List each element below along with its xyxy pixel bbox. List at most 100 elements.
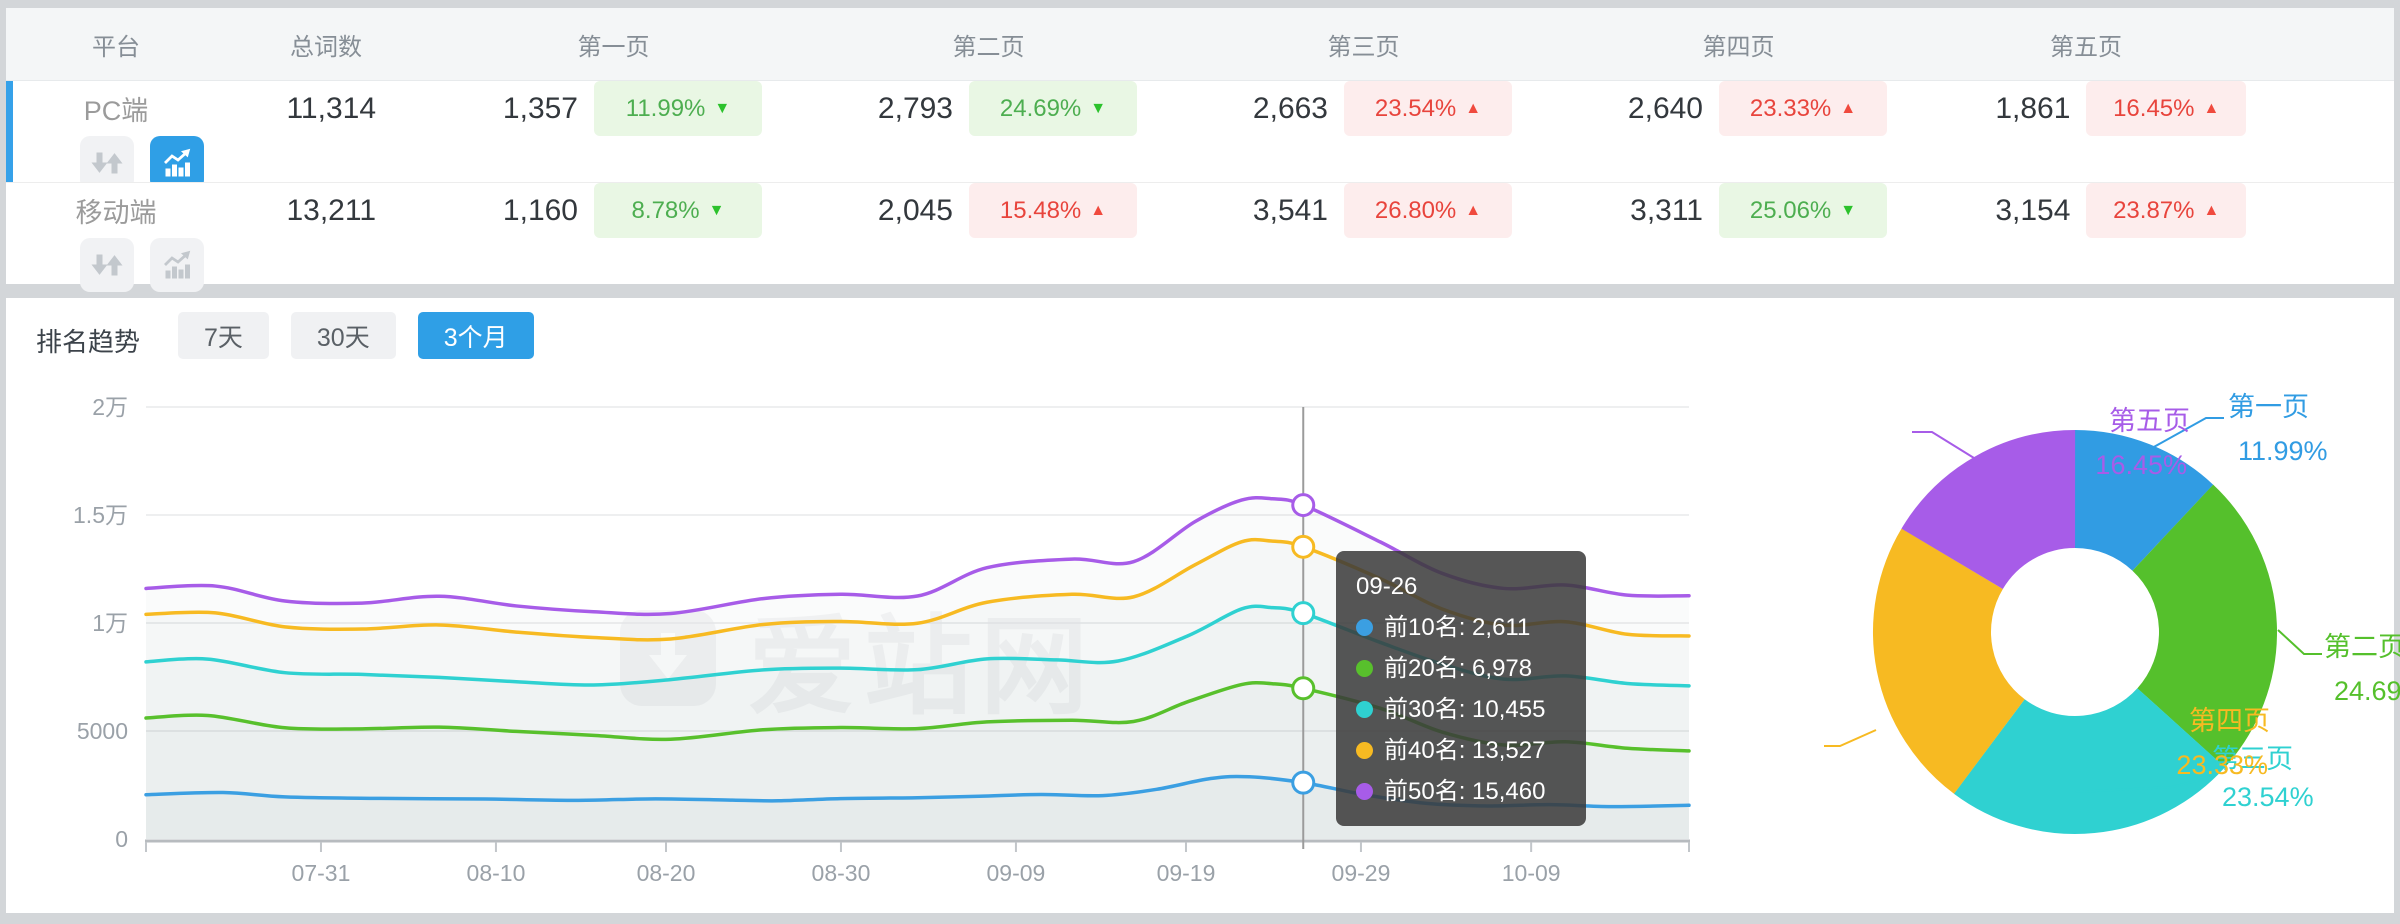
page4-cell: 2,640 23.33% ▲	[1551, 81, 1926, 136]
donut-slice-percent: 24.69%	[2334, 676, 2400, 706]
donut-slice-percent: 23.54%	[2222, 782, 2314, 812]
tab-7-days[interactable]: 7天	[178, 312, 269, 359]
donut-slice-percent: 23.33%	[2176, 750, 2268, 780]
col-header-platform: 平台	[92, 33, 140, 61]
y-axis-label: 0	[115, 826, 128, 852]
percent-badge: 24.69% ▼	[969, 81, 1137, 136]
x-axis-label: 07-31	[292, 860, 351, 886]
highlight-dot	[1291, 676, 1316, 701]
page-count: 1,861	[1995, 91, 2071, 125]
trend-section-title: 排名趋势	[36, 327, 141, 357]
chart-icon	[164, 148, 191, 177]
percent-badge: 26.80% ▲	[1344, 183, 1512, 238]
page-count: 2,045	[877, 193, 953, 227]
x-axis-label: 10-09	[1502, 860, 1561, 886]
x-axis-label: 08-20	[637, 860, 696, 886]
total-words-value: 11,314	[286, 91, 376, 125]
trend-triangle-icon: ▲	[1090, 201, 1107, 219]
page-count: 3,311	[1630, 193, 1703, 227]
col-header-page3: 第三页	[1327, 33, 1400, 61]
table-row-pc[interactable]: PC端 11,314 1,357 11.99% ▼ 2,793 24.69% ▼ 2…	[6, 81, 2394, 190]
y-axis-label: 2万	[92, 394, 128, 420]
trend-triangle-icon: ▼	[708, 201, 725, 219]
page3-cell: 3,541 26.80% ▲	[1176, 183, 1551, 238]
x-axis-label: 09-19	[1157, 860, 1216, 886]
line-chart[interactable]: 0 5000 1万 1.5万 2万 07-31 08-10 08-20 08-30 09-09 09…	[6, 374, 1726, 914]
percent-badge: 25.06% ▼	[1719, 183, 1887, 238]
highlight-dot	[1291, 601, 1316, 626]
x-axis-label: 09-29	[1332, 860, 1391, 886]
trend-triangle-icon: ▼	[1840, 201, 1857, 219]
rank-trend-panel: 排名趋势 7天 30天 3个月 爱站网 050001万1.5万2万07-3108…	[6, 298, 2400, 914]
platform-label: 移动端	[75, 198, 157, 228]
percent-badge: 23.87% ▲	[2086, 183, 2246, 238]
donut-slice-percent: 16.45%	[2095, 450, 2187, 480]
donut-label-line	[2075, 777, 2209, 793]
x-axis-label: 09-09	[987, 860, 1046, 886]
sort-arrows-icon	[91, 152, 123, 174]
table-header-row: 平台 总词数 第一页 第二页 第三页 第四页 第五页	[6, 8, 2394, 81]
page-count: 2,663	[1252, 91, 1328, 125]
page4-cell: 3,311 25.06% ▼	[1551, 183, 1926, 238]
trend-triangle-icon: ▲	[2203, 201, 2220, 219]
percent-badge: 8.78% ▼	[594, 183, 762, 238]
keyword-rank-table-panel: 平台 总词数 第一页 第二页 第三页 第四页 第五页 PC端 11,314 1,…	[6, 8, 2394, 292]
donut-slice-label: 第四页	[2189, 706, 2270, 736]
percent-badge: 11.99% ▼	[594, 81, 762, 136]
x-axis-label: 08-30	[812, 860, 871, 886]
page3-cell: 2,663 23.54% ▲	[1176, 81, 1551, 136]
y-axis-label: 1万	[92, 610, 128, 636]
highlight-dot	[1291, 770, 1316, 795]
sort-button[interactable]	[80, 238, 134, 292]
donut-slice[interactable]	[1873, 430, 2277, 834]
page-count: 1,357	[502, 91, 578, 125]
platform-label: PC端	[83, 96, 149, 126]
donut-slice-label: 第五页	[2109, 406, 2190, 436]
donut-slice[interactable]	[1873, 430, 2277, 834]
donut-chart[interactable]: 第一页 11.99% 第二页 24.69% 第三页 23.54% 第四页 23.33% 第五页 1…	[1700, 380, 2400, 880]
donut-label-line	[1912, 431, 1975, 459]
trend-chart-button[interactable]	[150, 136, 204, 190]
col-header-total: 总词数	[290, 33, 362, 61]
trend-chart-button[interactable]	[150, 238, 204, 292]
trend-triangle-icon: ▼	[714, 99, 731, 117]
donut-slice-label: 第二页	[2324, 632, 2400, 662]
highlight-dot	[1291, 534, 1316, 559]
col-header-page2: 第二页	[952, 33, 1025, 61]
page-count: 1,160	[502, 193, 578, 227]
trend-triangle-icon: ▲	[1465, 99, 1482, 117]
sort-button[interactable]	[80, 136, 134, 190]
x-axis-label: 08-10	[467, 860, 526, 886]
col-header-page1: 第一页	[577, 33, 650, 61]
y-axis-label: 1.5万	[73, 502, 128, 528]
donut-label-line	[2277, 629, 2322, 655]
page-count: 3,541	[1252, 193, 1328, 227]
donut-label-line	[1824, 729, 1877, 747]
page1-cell: 1,357 11.99% ▼	[426, 81, 801, 136]
col-header-page4: 第四页	[1702, 33, 1775, 61]
donut-slice[interactable]	[1873, 430, 2277, 834]
tab-30-days[interactable]: 30天	[290, 312, 396, 359]
page-count: 2,640	[1627, 91, 1703, 125]
page-count: 2,793	[877, 91, 953, 125]
page-count: 3,154	[1995, 193, 2071, 227]
y-axis-label: 5000	[77, 718, 128, 744]
page5-cell: 1,861 16.45% ▲	[1926, 81, 2246, 136]
percent-badge: 23.33% ▲	[1719, 81, 1887, 136]
tab-3-months[interactable]: 3个月	[417, 312, 534, 359]
sort-arrows-icon	[91, 254, 123, 276]
trend-triangle-icon: ▲	[2203, 99, 2220, 117]
trend-triangle-icon: ▼	[1090, 99, 1107, 117]
trend-triangle-icon: ▲	[1465, 201, 1482, 219]
trend-triangle-icon: ▲	[1840, 99, 1857, 117]
page5-cell: 3,154 23.87% ▲	[1926, 183, 2246, 238]
page2-cell: 2,793 24.69% ▼	[801, 81, 1176, 136]
page2-cell: 2,045 15.48% ▲	[801, 183, 1176, 238]
donut-label-line	[2151, 417, 2224, 449]
col-header-page5: 第五页	[2050, 33, 2122, 61]
donut-slice-percent: 11.99%	[2238, 436, 2328, 466]
chart-icon	[164, 250, 191, 279]
page1-cell: 1,160 8.78% ▼	[426, 183, 801, 238]
percent-badge: 16.45% ▲	[2086, 81, 2246, 136]
table-row-mobile[interactable]: 移动端 13,211 1,160 8.78% ▼ 2,045 15.48% ▲ 3,…	[6, 182, 2394, 292]
